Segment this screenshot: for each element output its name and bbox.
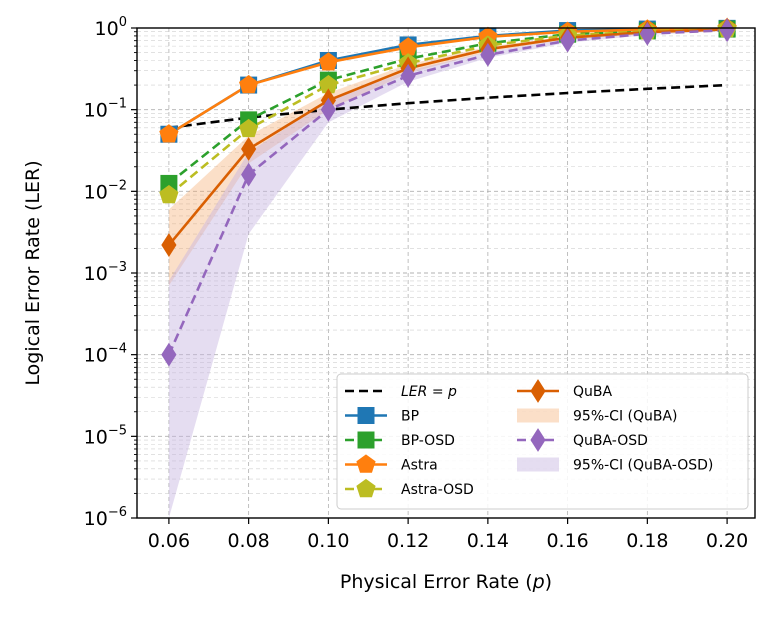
x-tick-label: 0.08: [227, 530, 269, 552]
legend-label-quba: QuBA: [573, 384, 612, 400]
y-axis-label: Logical Error Rate (LER): [22, 160, 44, 385]
x-axis-label: Physical Error Rate (p): [340, 571, 552, 593]
point-astra-osd: [239, 118, 259, 138]
x-tick-label: 0.20: [706, 530, 748, 552]
point-astra: [318, 52, 339, 71]
legend-swatch-95-ci-quba: [517, 408, 559, 423]
legend-marker-astra-osd: [356, 478, 376, 498]
point-quba-osd: [161, 342, 177, 367]
point-astra: [239, 74, 259, 94]
legend-label-bp-osd: BP-OSD: [401, 433, 455, 449]
legend-label-astra-osd: Astra-OSD: [401, 482, 474, 498]
x-tick-label: 0.18: [626, 530, 668, 552]
y-tick-label: 10−6: [84, 505, 127, 530]
point-quba-osd: [480, 42, 496, 67]
point-quba: [241, 137, 257, 161]
y-tick-label: 10−1: [84, 97, 127, 122]
x-tick-label: 0.14: [467, 530, 509, 552]
y-tick-label: 10−5: [84, 423, 127, 448]
series-lines: [167, 28, 728, 356]
point-quba: [161, 233, 177, 257]
point-astra: [159, 124, 179, 143]
legend-marker-bp-osd: [357, 431, 375, 449]
series-line-quba-osd: [167, 28, 728, 356]
legend-marker-quba: [530, 379, 546, 403]
point-quba-osd: [241, 162, 257, 187]
y-tick-label: 10−2: [84, 178, 127, 203]
legend-marker-quba-osd: [530, 428, 546, 452]
series-line-quba: [167, 28, 728, 246]
legend-label-quba-osd: QuBA-OSD: [573, 433, 648, 449]
legend-swatch-95-ci-quba-osd: [517, 457, 559, 472]
legend-label-95-ci-quba-osd: 95%-CI (QuBA-OSD): [573, 458, 713, 474]
legend: LER = p BP BP-OSD Astra Astra-OSD QuBA 95%-CI …: [336, 373, 749, 510]
x-tick-label: 0.16: [546, 530, 588, 552]
legend-label-bp: BP: [401, 409, 419, 425]
series-line-ler-p: [168, 83, 728, 130]
y-tick-label: 10−4: [84, 342, 127, 367]
series-markers: [159, 17, 737, 367]
legend-marker-bp: [357, 407, 375, 424]
point-quba-osd: [320, 97, 336, 122]
x-tick-label: 0.10: [307, 530, 349, 552]
legend-label-ler-p: LER = p: [401, 384, 457, 400]
legend-label-95-ci-quba: 95%-CI (QuBA): [573, 409, 678, 425]
x-tick-label: 0.06: [148, 530, 190, 552]
point-quba-osd: [400, 63, 416, 88]
y-tick-label: 100: [95, 15, 127, 40]
point-quba-osd: [560, 28, 576, 53]
point-astra-osd: [159, 184, 179, 204]
series-line-astra: [168, 28, 728, 136]
axis-ticks: 0.06 0.08 0.10 0.12 0.14 0.16 0.18 0.20 10−6 10−5…: [84, 15, 749, 552]
legend-label-astra: Astra: [401, 458, 438, 474]
y-tick-label: 10−3: [84, 260, 127, 285]
point-quba-osd: [719, 18, 735, 43]
series-line-bp-osd: [168, 28, 728, 185]
legend-marker-astra: [356, 454, 376, 473]
x-tick-label: 0.12: [387, 530, 429, 552]
